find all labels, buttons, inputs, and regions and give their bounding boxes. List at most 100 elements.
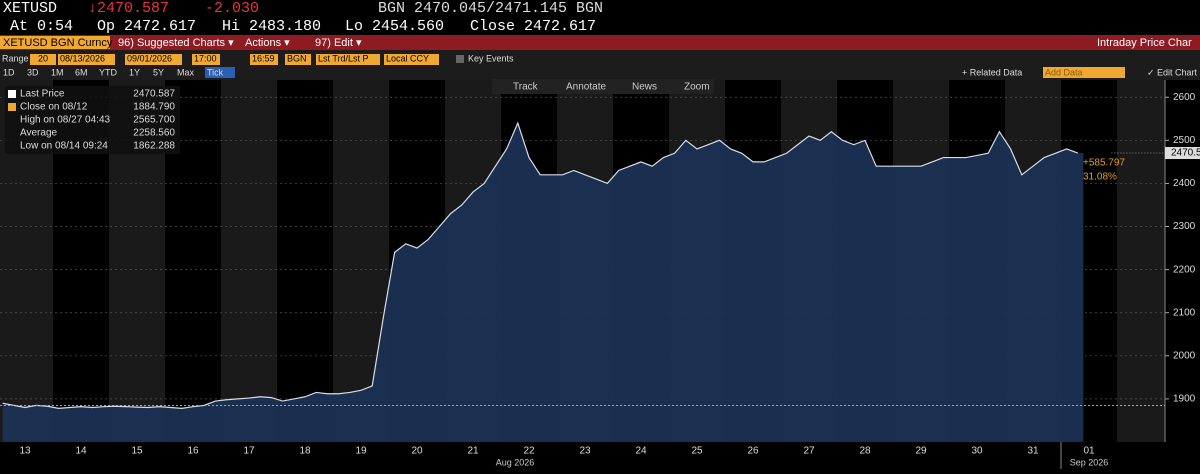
- field[interactable]: [250, 54, 278, 65]
- x-tick-label: 31: [1027, 446, 1039, 457]
- range-end[interactable]: 09/01/2026: [127, 53, 172, 63]
- related-data[interactable]: + Related Data: [962, 67, 1022, 77]
- ticker: XETUSD: [3, 0, 57, 17]
- at: At 0:54: [10, 18, 73, 35]
- y-tick-label: 2400: [1173, 178, 1196, 189]
- tool-button[interactable]: Track: [513, 82, 539, 93]
- change-value: +585.797: [1083, 158, 1125, 169]
- x-tick-label: 24: [635, 446, 647, 457]
- high: Hi 2483.180: [222, 18, 321, 35]
- legend-swatch: [8, 90, 16, 98]
- range-start[interactable]: 08/13/2026: [60, 53, 105, 63]
- menu-item[interactable]: Actions ▾: [245, 37, 290, 49]
- period-button[interactable]: 3D: [27, 67, 39, 77]
- x-tick-label: 18: [299, 446, 311, 457]
- legend-swatch: [8, 103, 16, 111]
- tool-button[interactable]: Zoom: [684, 82, 710, 93]
- field[interactable]: [125, 54, 182, 65]
- tools-bg: [492, 79, 714, 94]
- x-tick-label: 28: [859, 446, 871, 457]
- change: -2.030: [205, 0, 259, 17]
- x-tick-label: 20: [411, 446, 423, 457]
- x-tick-label: 01: [1083, 446, 1095, 457]
- field[interactable]: [316, 54, 380, 65]
- key-events[interactable]: Key Events: [468, 53, 514, 63]
- tool-button[interactable]: News: [632, 82, 657, 93]
- legend-label: High on 08/27 04:43: [20, 115, 111, 126]
- field[interactable]: [384, 54, 439, 65]
- y-tick-label: 2000: [1173, 350, 1196, 361]
- legend-value: 2565.700: [133, 115, 175, 126]
- legend-value: 2470.587: [133, 89, 175, 100]
- field[interactable]: [58, 54, 115, 65]
- low: Lo 2454.560: [345, 18, 444, 35]
- x-tick-label: 25: [691, 446, 703, 457]
- range-label: Range: [2, 53, 29, 63]
- x-tick-label: 14: [75, 446, 87, 457]
- tool-button[interactable]: Annotate: [566, 82, 606, 93]
- legend-label: Last Price: [20, 89, 65, 100]
- security-box[interactable]: [0, 36, 110, 49]
- period-active[interactable]: [205, 67, 235, 78]
- field[interactable]: [30, 54, 56, 65]
- quote: BGN 2470.045/2471.145 BGN: [378, 0, 603, 17]
- x-tick-label: 29: [915, 446, 927, 457]
- x-tick-label: 22: [523, 446, 535, 457]
- period-button[interactable]: 5Y: [153, 67, 164, 77]
- field[interactable]: [285, 54, 311, 65]
- change-percent: 31.08%: [1083, 172, 1117, 183]
- x-tick-label: 17: [243, 446, 255, 457]
- y-tick-label: 2500: [1173, 135, 1196, 146]
- field[interactable]: [1043, 67, 1125, 78]
- x-tick-label: 27: [803, 446, 815, 457]
- menu-item[interactable]: 96) Suggested Charts ▾: [118, 37, 234, 49]
- field[interactable]: [192, 54, 220, 65]
- session-band: [277, 80, 333, 442]
- x-tick-label: 19: [355, 446, 367, 457]
- legend-bg: [5, 86, 180, 154]
- y-tick-label: 1900: [1173, 394, 1196, 405]
- source[interactable]: BGN: [287, 53, 307, 63]
- y-tick-label: 2600: [1173, 92, 1196, 103]
- x-tick-label: 26: [747, 446, 759, 457]
- y-tick-label: 2100: [1173, 307, 1196, 318]
- menu-item[interactable]: 97) Edit ▾: [315, 37, 362, 49]
- range-bars[interactable]: 20: [38, 53, 48, 63]
- start-time[interactable]: 17:00: [194, 53, 217, 63]
- edit-chart[interactable]: ✓ Edit Chart: [1147, 67, 1198, 77]
- legend-value: 2258.560: [133, 128, 175, 139]
- x-tick-label: 23: [579, 446, 591, 457]
- add-data[interactable]: Add Data: [1045, 67, 1083, 77]
- legend-label: Average: [20, 128, 58, 139]
- checkbox[interactable]: [456, 55, 464, 63]
- period-button[interactable]: 1Y: [129, 67, 140, 77]
- legend-label: Low on 08/14 09:24: [20, 141, 108, 152]
- period-button[interactable]: 1D: [3, 67, 15, 77]
- field-name[interactable]: Lst Trd/Lst P: [318, 53, 369, 63]
- window-title: Intraday Price Char: [1097, 37, 1192, 49]
- period-button[interactable]: YTD: [99, 67, 118, 77]
- period-button[interactable]: Tick: [207, 67, 224, 77]
- x-group-label: Aug 2026: [496, 457, 535, 467]
- session-band: [221, 80, 277, 442]
- last-label: 2470.5: [1171, 148, 1200, 159]
- last: ↓2470.587: [88, 0, 169, 17]
- legend-label: Close on 08/12: [20, 102, 88, 113]
- x-group-label: Sep 2026: [1070, 457, 1109, 467]
- last-tag: [1165, 147, 1200, 160]
- period-button[interactable]: Max: [177, 67, 195, 77]
- currency[interactable]: Local CCY: [386, 53, 429, 63]
- x-tick-label: 13: [19, 446, 31, 457]
- area-fill: [2, 123, 1084, 442]
- x-tick-label: 21: [467, 446, 479, 457]
- y-tick-label: 2200: [1173, 264, 1196, 275]
- end-time[interactable]: 16:59: [252, 53, 275, 63]
- legend-value: 1884.790: [133, 102, 175, 113]
- y-tick-label: 2300: [1173, 221, 1196, 232]
- price-line: [2, 121, 1079, 409]
- period-button[interactable]: 6M: [75, 67, 88, 77]
- period-button[interactable]: 1M: [51, 67, 64, 77]
- security[interactable]: XETUSD BGN Curncy: [3, 37, 113, 49]
- close: Close 2472.617: [470, 18, 596, 35]
